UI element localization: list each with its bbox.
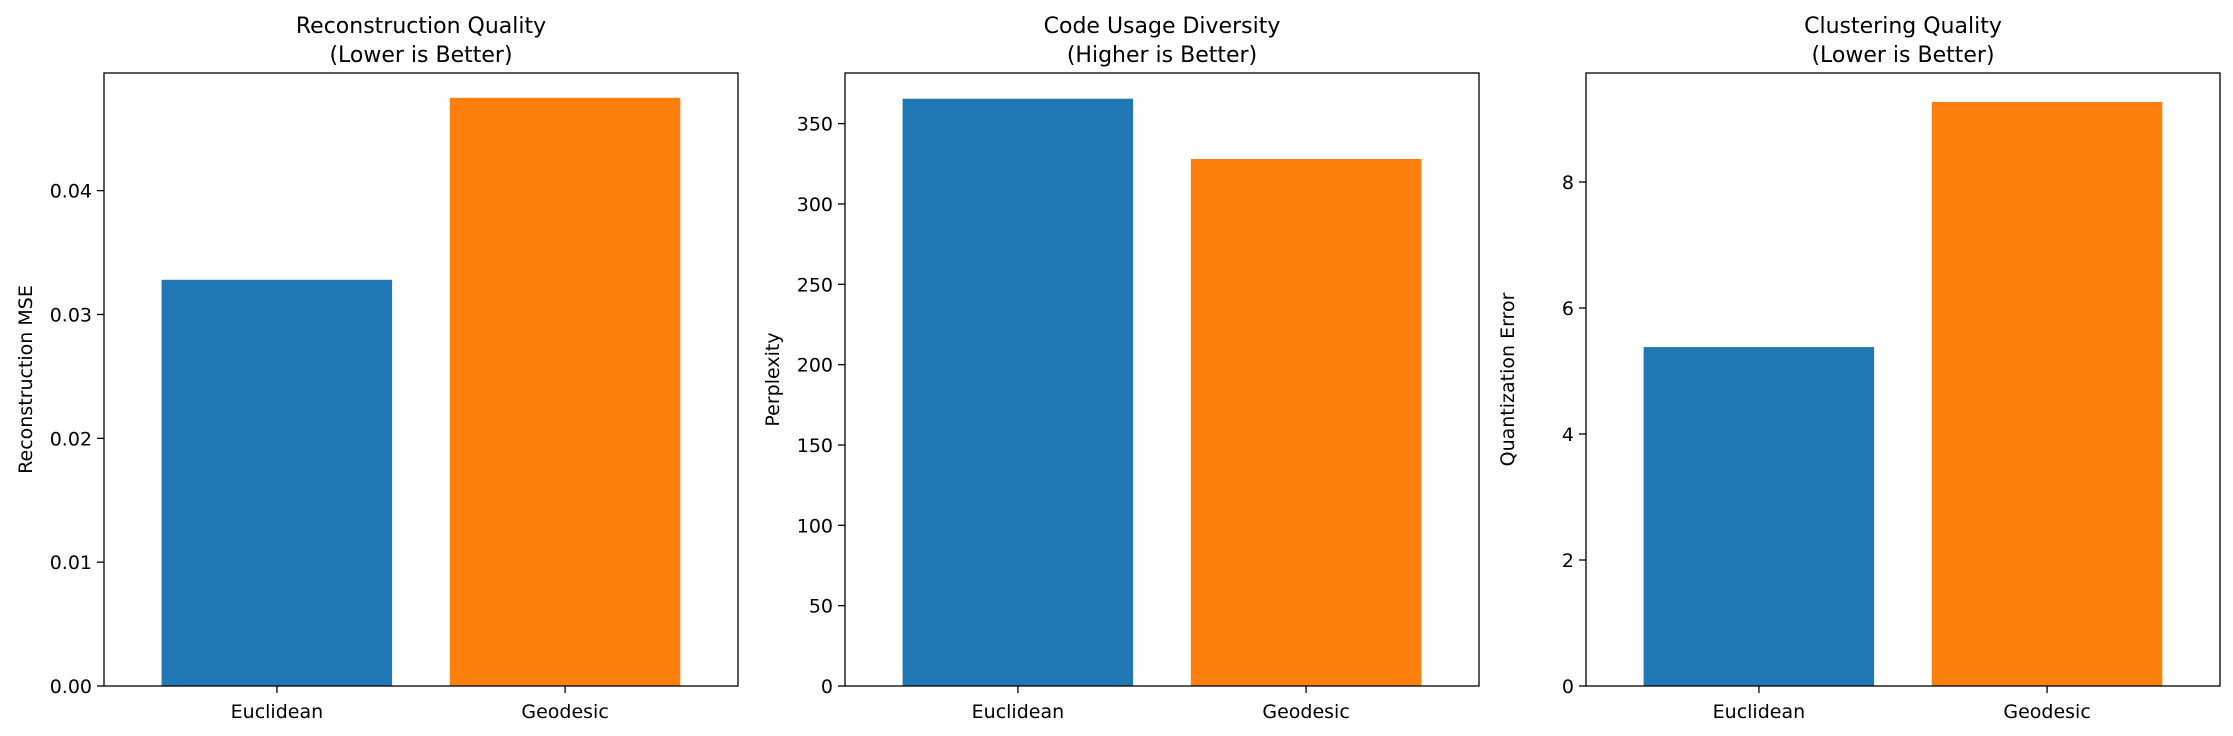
axes-frame [103,72,739,687]
y-tick-label: 0 [821,676,833,698]
y-tick-label: 350 [797,114,833,136]
x-tick-label: Geodesic [2003,701,2090,723]
x-tick-label: Geodesic [1262,701,1349,723]
y-tick-label: 0.01 [50,552,92,574]
y-axis-label: Quantization Error [1497,292,1519,466]
y-tick-label: 200 [797,355,833,377]
y-tick-label: 0.03 [50,304,92,326]
x-tick-label: Euclidean [972,701,1065,723]
y-tick-label: 6 [1562,298,1574,320]
y-tick-label: 150 [797,435,833,457]
chart-title: Clustering Quality [1804,14,2002,39]
y-axis-label: Perplexity [762,332,784,426]
y-tick-label: 4 [1562,424,1574,446]
chart-2: 0 50 100 150 200 250 300 350 Euclidean Geodesic Pe… [762,14,1480,723]
chart-1: 0.00 0.01 0.02 0.03 0.04 Euclidean Geodesic Rec… [15,14,739,723]
y-tick-label: 250 [797,274,833,296]
bar-geodesic [1931,102,2163,686]
y-tick-label: 0.04 [50,181,92,203]
chart-3: 0 2 4 6 8 Euclidean Geodesic Quantization Error… [1497,14,2221,723]
bar-euclidean [161,279,393,686]
y-tick-label: 8 [1562,172,1574,194]
bar-geodesic [449,97,681,687]
x-tick-label: Euclidean [231,701,324,723]
bar-geodesic [1190,159,1422,686]
y-tick-label: 2 [1562,550,1574,572]
y-axis-label: Reconstruction MSE [15,285,37,474]
y-tick-label: 0.00 [50,676,92,698]
x-tick-label: Euclidean [1713,701,1806,723]
chart-subtitle: (Higher is Better) [1067,43,1257,68]
axes-frame [1585,72,2221,687]
y-tick-label: 0 [1562,676,1574,698]
chart-title: Code Usage Diversity [1044,14,1281,39]
axes-frame [844,72,1480,687]
y-tick-label: 50 [809,596,833,618]
y-tick-label: 100 [797,515,833,537]
chart-title: Reconstruction Quality [296,14,546,39]
y-tick-label: 0.02 [50,428,92,450]
bar-euclidean [1643,347,1875,686]
chart-subtitle: (Lower is Better) [329,43,512,68]
y-tick-label: 300 [797,194,833,216]
bar-euclidean [902,98,1134,686]
chart-subtitle: (Lower is Better) [1811,43,1994,68]
x-tick-label: Geodesic [521,701,608,723]
